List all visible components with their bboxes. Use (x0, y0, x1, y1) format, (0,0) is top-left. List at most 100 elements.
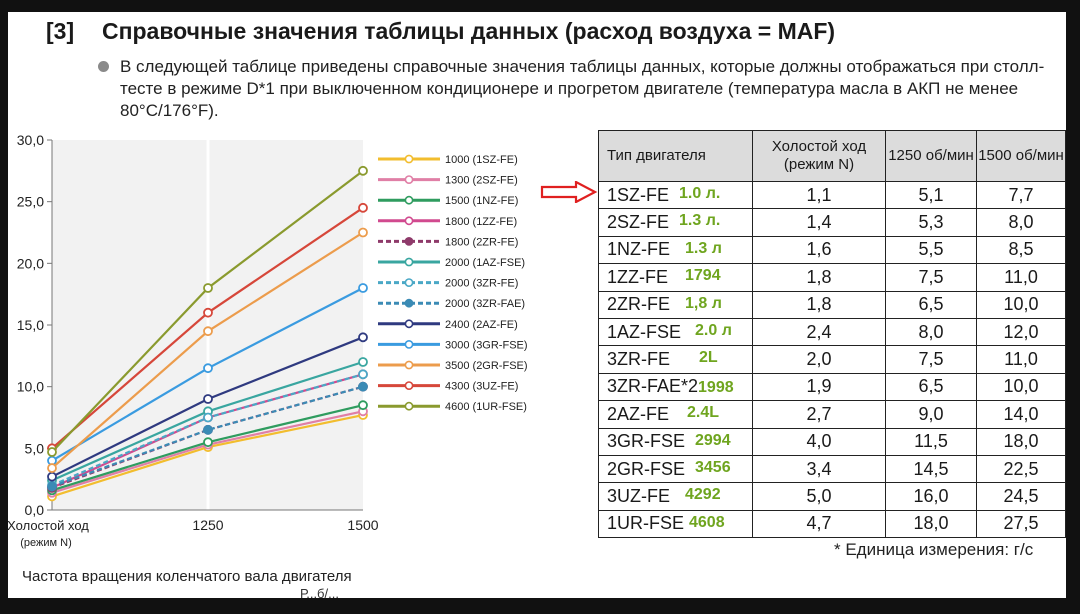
x-tick-label: 1500 (347, 517, 378, 533)
cell-1250: 5,1 (885, 180, 977, 210)
engine-code: 1UR-FSE (607, 513, 685, 534)
engine-displacement-note: 4608 (689, 513, 725, 531)
intro-paragraph: В следующей таблице приведены справочные… (98, 56, 1060, 122)
cell-engine: 3GR-FSE 2994 (598, 427, 753, 456)
cell-engine: 1ZZ-FE 1794 (598, 263, 753, 292)
cell-idle: 2,7 (752, 400, 886, 429)
series-line (51, 385, 364, 488)
y-tick-label: 25,0 (17, 194, 44, 210)
legend-label: 1800 (2ZR-FE) (445, 236, 518, 248)
cell-engine: 3ZR-FAE*21998 (598, 372, 753, 402)
data-point (203, 307, 213, 318)
maf-reference-table: Тип двигателя Холостой ход (режим N) 125… (598, 130, 1066, 539)
legend-marker (404, 216, 414, 226)
legend-marker (404, 319, 414, 329)
cell-1250: 18,0 (885, 509, 977, 539)
cell-1250: 16,0 (885, 482, 977, 511)
legend-marker (404, 278, 414, 287)
cell-1500: 7,7 (976, 180, 1066, 210)
screen-frame-right (1066, 0, 1080, 614)
cell-idle: 1,1 (752, 180, 886, 210)
cell-1500: 27,5 (976, 509, 1066, 539)
data-point (203, 326, 213, 337)
data-point (47, 481, 57, 492)
cell-idle: 1,4 (752, 208, 886, 237)
arrow-right-icon (540, 181, 598, 203)
legend-label: 4600 (1UR-FSE) (445, 401, 527, 413)
data-point (358, 332, 368, 343)
data-point (358, 400, 368, 411)
cell-1500: 11,0 (976, 345, 1066, 374)
engine-displacement-note: 2994 (695, 431, 731, 449)
screen-frame-top (0, 0, 1080, 12)
x-tick-label: 1250 (192, 517, 223, 533)
x-tick-label-idle: Холостой ход (7, 518, 89, 533)
data-point (203, 424, 213, 435)
data-point (203, 394, 213, 404)
cell-engine: 2AZ-FE 2.4L (598, 400, 753, 429)
legend-marker (404, 237, 414, 246)
screen-frame-left (0, 0, 8, 614)
y-tick-label: 15,0 (17, 317, 44, 333)
engine-displacement-note: 2L (699, 349, 718, 367)
legend-marker (404, 381, 414, 390)
legend-label: 4300 (3UZ-FE) (445, 381, 518, 393)
cell-1250: 6,5 (885, 372, 977, 402)
cell-1250: 14,5 (885, 454, 977, 484)
cell-engine: 3ZR-FE 2L (598, 345, 753, 374)
legend-marker (404, 401, 414, 411)
x-tick-label-idle-sub: (режим N) (20, 537, 72, 549)
data-point (47, 471, 57, 482)
table-row: 1AZ-FSE 2.0 л 2,4 8,0 12,0 (598, 317, 1066, 347)
cell-engine: 1UR-FSE 4608 (598, 509, 753, 539)
cell-engine: 1NZ-FE 1.3 л (598, 235, 753, 265)
cell-1250: 7,5 (885, 263, 977, 292)
engine-displacement-note: 2.4L (687, 404, 720, 422)
engine-displacement-note: 1.0 л. (679, 185, 721, 202)
y-tick-label: 20,0 (17, 255, 44, 271)
y-tick-label: 30,0 (17, 132, 44, 148)
engine-code: 1NZ-FE (607, 239, 670, 260)
engine-code: 2SZ-FE (607, 212, 670, 233)
legend-marker (404, 339, 414, 349)
legend-marker (404, 298, 414, 308)
cell-engine: 1AZ-FSE 2.0 л (598, 317, 753, 347)
data-point (358, 357, 368, 367)
legend-label: 1500 (1NZ-FE) (445, 195, 518, 207)
legend-label: 1000 (1SZ-FE) (445, 154, 518, 166)
header-1500: 1500 об/мин (976, 130, 1066, 182)
data-point (203, 412, 213, 423)
engine-code: 3ZR-FE (607, 349, 670, 370)
cell-1500: 18,0 (976, 427, 1066, 456)
cell-1500: 8,5 (976, 235, 1066, 265)
engine-code: 2GR-FSE (607, 458, 686, 479)
cell-1500: 10,0 (976, 290, 1066, 319)
unit-note: * Единица измерения: г/с (834, 540, 1034, 559)
cell-engine: 1SZ-FE 1.0 л. (598, 180, 753, 210)
cell-1250: 9,0 (885, 400, 977, 429)
cell-engine: 3UZ-FE 4292 (598, 482, 753, 511)
table-header-row: Тип двигателя Холостой ход (режим N) 125… (598, 130, 1066, 182)
cell-idle: 4,0 (752, 427, 886, 456)
engine-code: 1ZZ-FE (607, 266, 668, 287)
engine-code: 3UZ-FE (607, 485, 670, 506)
legend-label: 3000 (3GR-FSE) (445, 339, 528, 351)
cell-idle: 1,9 (752, 372, 886, 402)
table-row: 1SZ-FE 1.0 л. 1,1 5,1 7,7 (598, 180, 1066, 210)
data-point (358, 202, 368, 213)
engine-displacement-note: 1,8 л (685, 294, 722, 312)
cell-1500: 8,0 (976, 208, 1066, 237)
cell-1500: 10,0 (976, 372, 1066, 402)
screen-frame-bottom (0, 598, 1080, 614)
data-point (203, 363, 213, 374)
cell-1250: 5,3 (885, 208, 977, 237)
table-row: 1NZ-FE 1.3 л 1,6 5,5 8,5 (598, 235, 1066, 265)
cell-idle: 5,0 (752, 482, 886, 511)
cell-1500: 12,0 (976, 317, 1066, 347)
data-point (203, 437, 213, 448)
table-row: 1UR-FSE 4608 4,7 18,0 27,5 (598, 509, 1066, 539)
data-point (47, 447, 57, 457)
section-number: [3] (46, 18, 75, 44)
engine-code: 1SZ-FE (607, 184, 670, 205)
data-point (358, 381, 368, 392)
